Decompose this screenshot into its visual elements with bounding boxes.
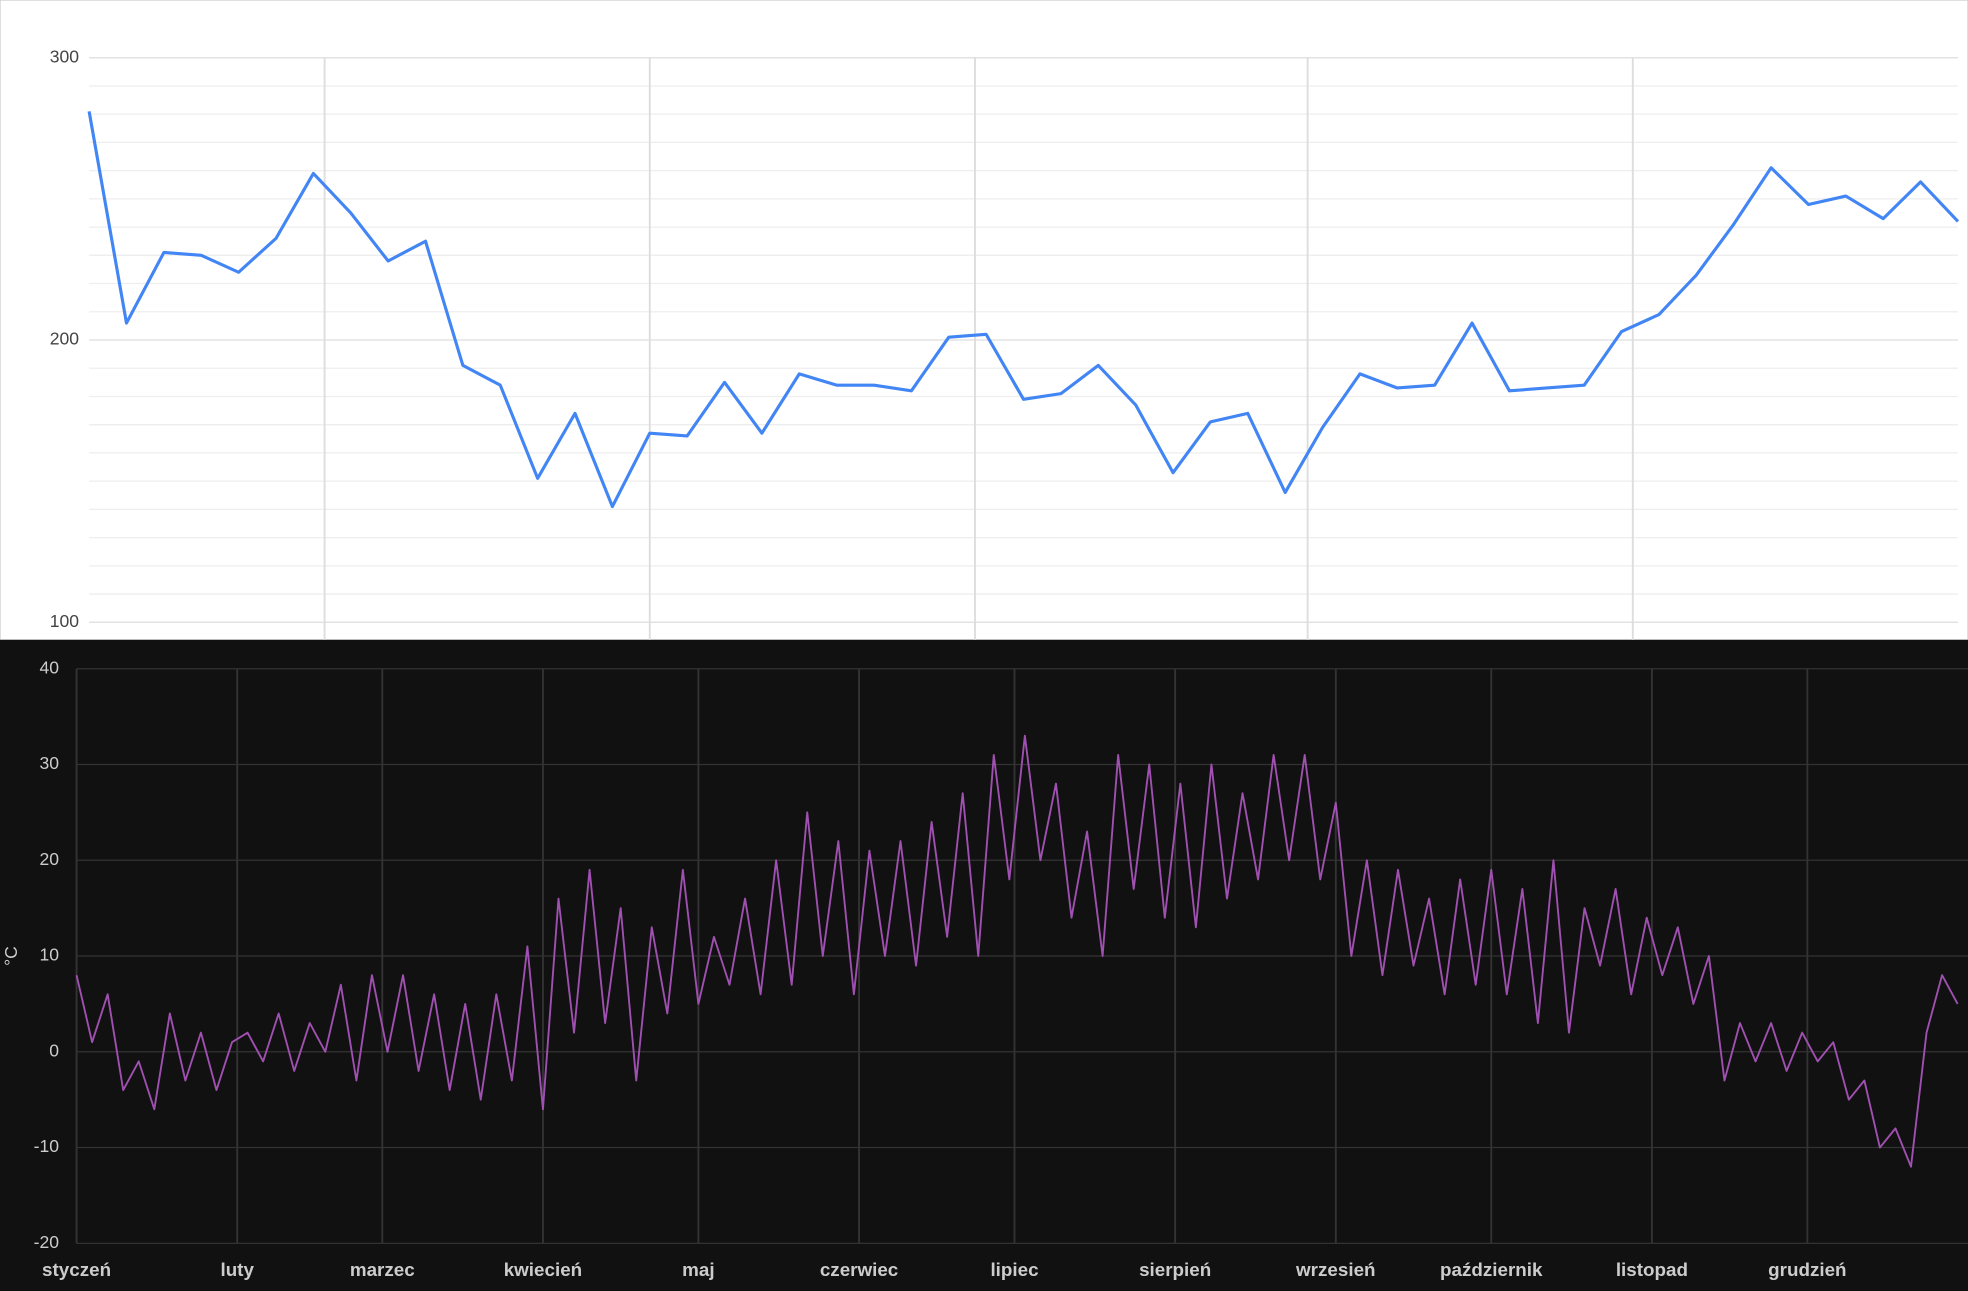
x-tick-label: marzec [350,1259,415,1280]
bottom-panel [0,639,1968,1291]
x-tick-label: grudzień [1768,1259,1846,1280]
y-tick-label: 10 [39,945,59,965]
x-tick-label: maj [682,1259,714,1280]
x-tick-label: wrzesień [1295,1259,1375,1280]
data-line [87,111,1960,509]
x-tick-label: listopad [1616,1259,1688,1280]
x-tick-label: styczeń [42,1259,111,1280]
y-tick-label: 300 [50,46,80,66]
x-tick-label: kwiecień [504,1259,582,1280]
y-tick-label: 0 [49,1040,59,1060]
top-panel [0,0,1968,641]
y-tick-label: -20 [34,1232,60,1252]
y-axis-label: °C [1,946,21,966]
y-tick-label: 20 [39,849,59,869]
y-tick-label: 30 [39,753,59,773]
x-tick-label: lipiec [990,1259,1038,1280]
x-tick-label: październik [1440,1259,1543,1280]
data-line [75,734,1959,1168]
y-tick-label: 200 [50,329,80,349]
x-tick-label: czerwiec [820,1259,898,1280]
y-tick-label: -10 [34,1136,60,1156]
y-tick-label: 40 [39,657,59,677]
x-tick-label: luty [220,1259,254,1280]
x-tick-label: sierpień [1139,1259,1211,1280]
y-tick-label: 100 [50,611,80,631]
